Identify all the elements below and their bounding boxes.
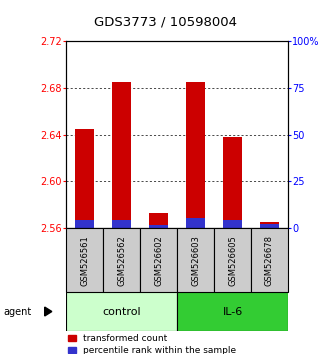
Bar: [223, 137, 242, 228]
Bar: [113, 220, 131, 228]
Text: agent: agent: [3, 307, 31, 316]
Text: GSM526602: GSM526602: [154, 235, 163, 286]
Bar: [214, 228, 251, 292]
Bar: [66, 228, 103, 292]
Legend: transformed count, percentile rank within the sample: transformed count, percentile rank withi…: [69, 335, 236, 354]
Bar: [149, 225, 168, 228]
Bar: [177, 228, 214, 292]
Text: IL-6: IL-6: [222, 307, 243, 316]
Bar: [75, 129, 94, 228]
Bar: [149, 213, 168, 228]
Bar: [75, 220, 94, 228]
Text: GSM526603: GSM526603: [191, 235, 200, 286]
Text: GSM526678: GSM526678: [265, 235, 274, 286]
Text: GSM526561: GSM526561: [80, 235, 89, 286]
Bar: [140, 228, 177, 292]
Text: control: control: [102, 307, 141, 316]
Text: GDS3773 / 10598004: GDS3773 / 10598004: [94, 16, 237, 29]
Bar: [66, 292, 177, 331]
Bar: [186, 218, 205, 228]
Text: GSM526562: GSM526562: [117, 235, 126, 286]
Text: GSM526605: GSM526605: [228, 235, 237, 286]
Polygon shape: [45, 307, 52, 316]
Bar: [223, 220, 242, 228]
Bar: [251, 228, 288, 292]
Bar: [260, 224, 279, 228]
Bar: [113, 82, 131, 228]
Bar: [177, 292, 288, 331]
Bar: [260, 222, 279, 228]
Bar: [103, 228, 140, 292]
Bar: [186, 82, 205, 228]
